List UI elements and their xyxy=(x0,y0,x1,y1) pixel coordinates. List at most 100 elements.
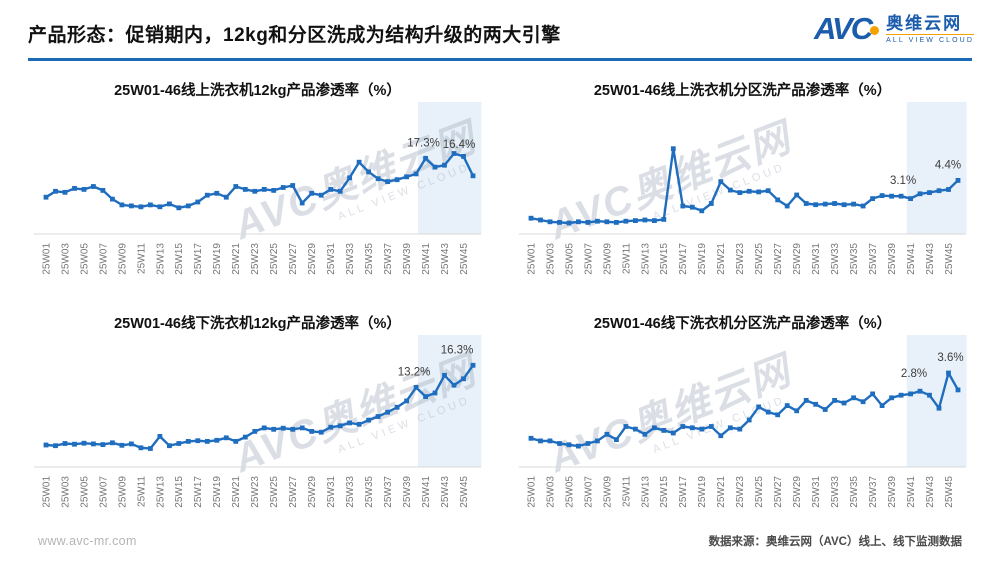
svg-text:25W41: 25W41 xyxy=(906,243,917,275)
svg-text:25W45: 25W45 xyxy=(944,243,955,275)
svg-text:ALL VIEW CLOUD: ALL VIEW CLOUD xyxy=(651,394,787,456)
svg-text:25W17: 25W17 xyxy=(678,476,689,508)
svg-text:25W09: 25W09 xyxy=(117,476,128,508)
charts-grid: 25W01-46线上洗衣机12kg产品渗透率（%） AVC奥维云网 ALL VIE… xyxy=(0,75,1000,531)
svg-text:16.4%: 16.4% xyxy=(443,139,476,151)
svg-text:25W07: 25W07 xyxy=(583,476,594,508)
chart-title: 25W01-46线上洗衣机12kg产品渗透率（%） xyxy=(114,83,401,99)
svg-text:AVC奥维云网: AVC奥维云网 xyxy=(542,347,801,481)
svg-text:25W09: 25W09 xyxy=(117,243,128,275)
svg-text:25W27: 25W27 xyxy=(288,476,299,508)
svg-text:25W29: 25W29 xyxy=(792,476,803,508)
svg-text:25W07: 25W07 xyxy=(98,476,109,508)
svg-text:25W17: 25W17 xyxy=(193,243,204,275)
svg-text:25W33: 25W33 xyxy=(830,243,841,275)
svg-text:25W31: 25W31 xyxy=(326,476,337,508)
svg-text:25W23: 25W23 xyxy=(250,476,261,508)
svg-text:25W35: 25W35 xyxy=(849,476,860,508)
logo-orange-dot-icon xyxy=(870,26,880,35)
svg-text:25W31: 25W31 xyxy=(811,243,822,275)
page-title: 产品形态：促销期内，12kg和分区洗成为结构升级的两大引擎 xyxy=(28,25,561,46)
svg-text:25W39: 25W39 xyxy=(887,476,898,508)
svg-text:25W23: 25W23 xyxy=(250,243,261,275)
chart-card-online-zone-wash: 25W01-46线上洗衣机分区洗产品渗透率（%） AVC奥维云网 ALL VIEW… xyxy=(515,75,970,298)
svg-text:25W19: 25W19 xyxy=(697,243,708,275)
svg-text:25W41: 25W41 xyxy=(421,476,432,508)
logo-name-en: ALL VIEW CLOUD xyxy=(886,33,974,44)
svg-text:25W45: 25W45 xyxy=(459,243,470,275)
svg-text:25W19: 25W19 xyxy=(212,476,223,508)
svg-text:25W15: 25W15 xyxy=(174,243,185,275)
svg-text:25W43: 25W43 xyxy=(440,243,451,275)
header: 产品形态：促销期内，12kg和分区洗成为结构升级的两大引擎 AVC 奥维云网 A… xyxy=(0,0,1000,61)
website-url: www.avc-mr.com xyxy=(38,534,137,548)
svg-text:25W21: 25W21 xyxy=(716,243,727,275)
svg-text:25W11: 25W11 xyxy=(621,476,632,507)
svg-text:25W29: 25W29 xyxy=(307,476,318,508)
svg-text:25W43: 25W43 xyxy=(925,476,936,508)
svg-text:25W19: 25W19 xyxy=(212,243,223,275)
svg-text:25W25: 25W25 xyxy=(269,243,280,275)
svg-text:25W17: 25W17 xyxy=(678,243,689,275)
svg-text:25W39: 25W39 xyxy=(887,243,898,275)
chart-title: 25W01-46线上洗衣机分区洗产品渗透率（%） xyxy=(593,83,892,99)
svg-text:25W45: 25W45 xyxy=(459,476,470,508)
svg-text:25W21: 25W21 xyxy=(716,476,727,508)
svg-text:25W27: 25W27 xyxy=(773,243,784,275)
svg-text:25W21: 25W21 xyxy=(231,476,242,508)
svg-text:3.6%: 3.6% xyxy=(937,352,963,364)
svg-text:25W37: 25W37 xyxy=(383,243,394,275)
footer: www.avc-mr.com 数据来源：奥维云网（AVC）线上、线下监测数据 xyxy=(0,533,1000,549)
svg-text:13.2%: 13.2% xyxy=(398,366,431,378)
svg-text:25W25: 25W25 xyxy=(754,243,765,275)
svg-text:25W31: 25W31 xyxy=(326,243,337,275)
svg-text:25W39: 25W39 xyxy=(402,243,413,275)
svg-text:25W09: 25W09 xyxy=(602,243,613,275)
svg-text:17.3%: 17.3% xyxy=(407,137,440,149)
chart-card-offline-12kg: 25W01-46线下洗衣机12kg产品渗透率（%） AVC奥维云网 ALL VIE… xyxy=(30,308,485,531)
svg-text:25W33: 25W33 xyxy=(345,476,356,508)
svg-text:25W09: 25W09 xyxy=(602,476,613,508)
svg-text:25W41: 25W41 xyxy=(421,243,432,275)
svg-text:25W01: 25W01 xyxy=(41,243,52,275)
svg-text:25W33: 25W33 xyxy=(830,476,841,508)
svg-text:25W11: 25W11 xyxy=(621,243,632,274)
svg-text:25W35: 25W35 xyxy=(849,243,860,275)
svg-text:25W13: 25W13 xyxy=(640,476,651,508)
svg-text:25W45: 25W45 xyxy=(944,476,955,508)
svg-text:25W27: 25W27 xyxy=(773,476,784,508)
svg-text:25W03: 25W03 xyxy=(545,476,556,508)
svg-text:25W21: 25W21 xyxy=(231,243,242,275)
svg-text:25W05: 25W05 xyxy=(564,476,575,508)
svg-text:25W23: 25W23 xyxy=(735,476,746,508)
svg-text:25W05: 25W05 xyxy=(79,476,90,508)
svg-text:25W05: 25W05 xyxy=(564,243,575,275)
svg-text:25W03: 25W03 xyxy=(545,243,556,275)
svg-text:25W05: 25W05 xyxy=(79,243,90,275)
svg-text:25W41: 25W41 xyxy=(906,476,917,508)
avc-logo-text: 奥维云网 ALL VIEW CLOUD xyxy=(886,14,974,44)
svg-text:25W31: 25W31 xyxy=(811,476,822,508)
svg-text:25W15: 25W15 xyxy=(174,476,185,508)
svg-text:25W23: 25W23 xyxy=(735,243,746,275)
svg-text:25W19: 25W19 xyxy=(697,476,708,508)
svg-text:25W27: 25W27 xyxy=(288,243,299,275)
svg-text:25W07: 25W07 xyxy=(583,243,594,275)
svg-text:25W35: 25W35 xyxy=(364,476,375,508)
avc-logo: AVC 奥维云网 ALL VIEW CLOUD xyxy=(813,11,974,46)
avc-logo-mark: AVC xyxy=(813,11,880,46)
chart-card-online-12kg: 25W01-46线上洗衣机12kg产品渗透率（%） AVC奥维云网 ALL VIE… xyxy=(30,75,485,298)
svg-text:25W03: 25W03 xyxy=(60,476,71,508)
svg-text:25W35: 25W35 xyxy=(364,243,375,275)
svg-text:2.8%: 2.8% xyxy=(901,368,927,380)
svg-text:25W01: 25W01 xyxy=(526,476,537,508)
chart-title: 25W01-46线下洗衣机分区洗产品渗透率（%） xyxy=(593,316,892,332)
svg-text:25W11: 25W11 xyxy=(136,243,147,274)
svg-text:4.4%: 4.4% xyxy=(935,159,961,171)
avc-logo-letters: AVC xyxy=(813,11,873,46)
